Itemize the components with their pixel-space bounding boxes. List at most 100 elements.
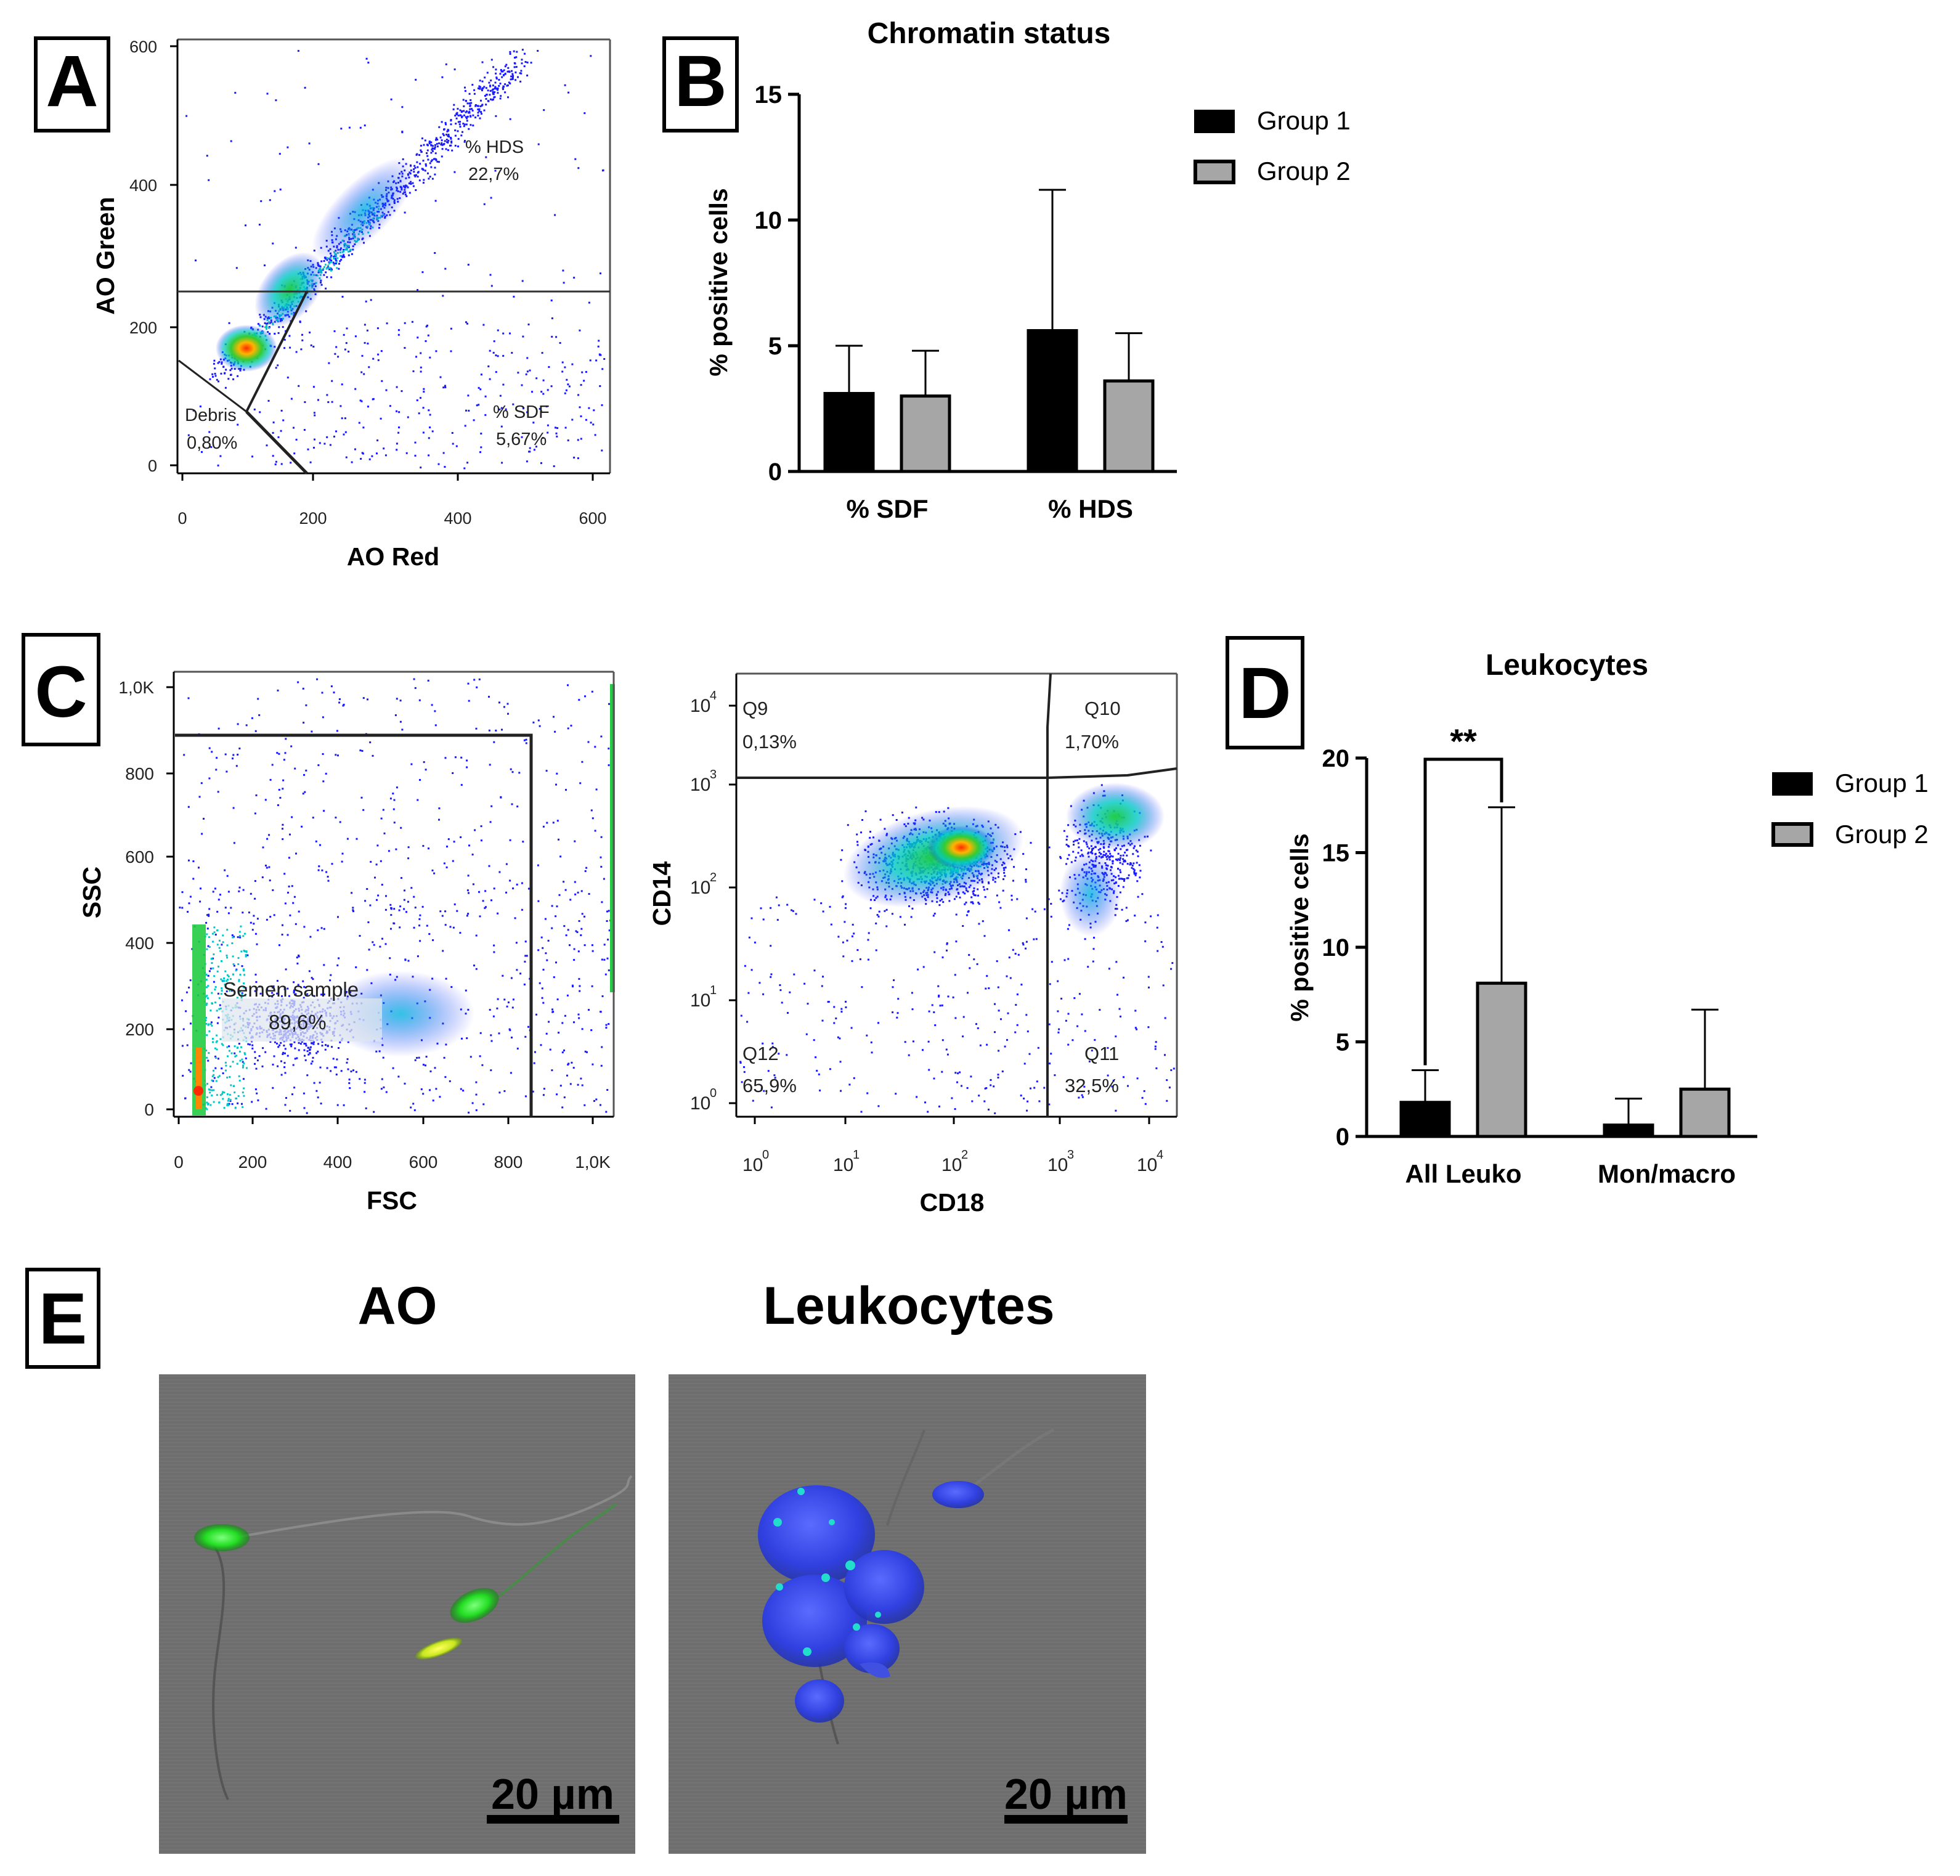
event-dot <box>251 1044 254 1046</box>
event-dot <box>475 1109 478 1111</box>
event-dot <box>330 261 332 264</box>
event-dot <box>266 92 269 95</box>
event-dot <box>362 426 365 429</box>
event-dot <box>774 1077 776 1079</box>
y-tick-cl-600: 600 <box>125 847 154 867</box>
event-dot <box>516 1047 519 1050</box>
event-dot <box>494 88 496 90</box>
event-dot <box>425 1064 426 1067</box>
event-dot <box>441 148 444 150</box>
event-dot <box>397 431 400 434</box>
event-dot <box>243 974 246 976</box>
event-dot <box>493 887 495 890</box>
event-dot <box>563 925 566 928</box>
event-dot <box>933 1077 935 1080</box>
event-dot <box>1065 863 1068 865</box>
event-dot <box>565 789 567 791</box>
event-dot <box>578 977 580 980</box>
event-dot <box>1086 843 1088 846</box>
event-dot <box>1144 1103 1147 1105</box>
event-dot <box>372 754 374 757</box>
event-dot <box>551 1011 554 1013</box>
event-dot <box>436 160 439 163</box>
event-dot <box>574 840 576 842</box>
event-dot <box>499 83 502 85</box>
event-dot <box>450 141 453 142</box>
event-dot <box>421 271 424 274</box>
event-dot <box>295 852 297 855</box>
event-dot <box>489 1009 491 1011</box>
event-dot <box>585 867 588 869</box>
event-dot <box>253 408 256 410</box>
event-dot <box>398 909 401 911</box>
event-dot <box>213 953 215 955</box>
panel-b: B Chromatin status % positive cells 0510… <box>662 17 1351 523</box>
event-dot <box>1135 849 1137 852</box>
event-dot <box>306 1074 309 1077</box>
event-dot <box>259 325 261 327</box>
event-dot <box>425 163 427 165</box>
event-dot <box>447 139 450 142</box>
event-dot <box>211 958 213 960</box>
event-dot <box>351 892 353 894</box>
event-dot <box>312 386 315 388</box>
event-dot <box>203 818 205 820</box>
event-dot <box>250 921 252 924</box>
event-dot <box>988 1108 990 1111</box>
event-dot <box>1081 1013 1083 1016</box>
event-dot <box>410 1106 412 1109</box>
event-dot <box>487 100 490 102</box>
event-dot <box>1048 1023 1051 1026</box>
event-dot <box>502 88 504 91</box>
event-dot <box>473 89 476 91</box>
event-dot <box>460 114 462 116</box>
event-dot <box>236 1046 238 1049</box>
event-dot <box>338 957 340 960</box>
event-dot <box>272 889 274 891</box>
event-dot <box>407 857 410 860</box>
event-dot <box>1074 839 1076 842</box>
event-dot <box>1027 1100 1029 1103</box>
event-dot <box>539 407 541 410</box>
event-dot <box>472 124 474 127</box>
event-dot <box>970 901 972 903</box>
event-dot <box>415 153 418 156</box>
event-dot <box>455 445 458 447</box>
event-dot <box>243 1062 245 1064</box>
event-dot <box>983 1100 986 1103</box>
event-dot <box>1058 1028 1060 1030</box>
event-dot <box>1057 980 1059 982</box>
event-dot <box>303 1092 305 1095</box>
debris-gate-label: Debris <box>185 406 237 425</box>
event-dot <box>445 123 447 126</box>
event-dot <box>793 973 795 976</box>
event-dot <box>492 98 494 100</box>
event-dot <box>291 885 293 887</box>
event-dot <box>245 954 247 956</box>
event-dot <box>369 741 372 743</box>
event-dot <box>312 817 314 819</box>
event-dot <box>1087 966 1089 968</box>
event-dot <box>558 894 561 896</box>
event-dot <box>828 1001 830 1003</box>
event-dot <box>303 1049 306 1051</box>
event-dot <box>298 1049 300 1051</box>
event-dot <box>600 1011 602 1013</box>
event-dot <box>904 1041 906 1043</box>
event-dot <box>1022 942 1024 944</box>
event-dot <box>524 1035 527 1038</box>
event-dot <box>924 1101 926 1104</box>
event-dot <box>289 1043 291 1046</box>
event-dot <box>877 1022 879 1024</box>
event-dot <box>212 891 214 893</box>
event-dot <box>191 948 193 950</box>
event-dot <box>1072 850 1075 853</box>
event-dot <box>939 1005 941 1007</box>
event-dot <box>343 703 345 706</box>
event-dot <box>239 990 242 993</box>
event-dot <box>309 461 312 463</box>
event-dot <box>347 1068 349 1071</box>
event-dot <box>280 1060 282 1062</box>
event-dot <box>986 1043 988 1046</box>
event-dot <box>561 1106 564 1109</box>
